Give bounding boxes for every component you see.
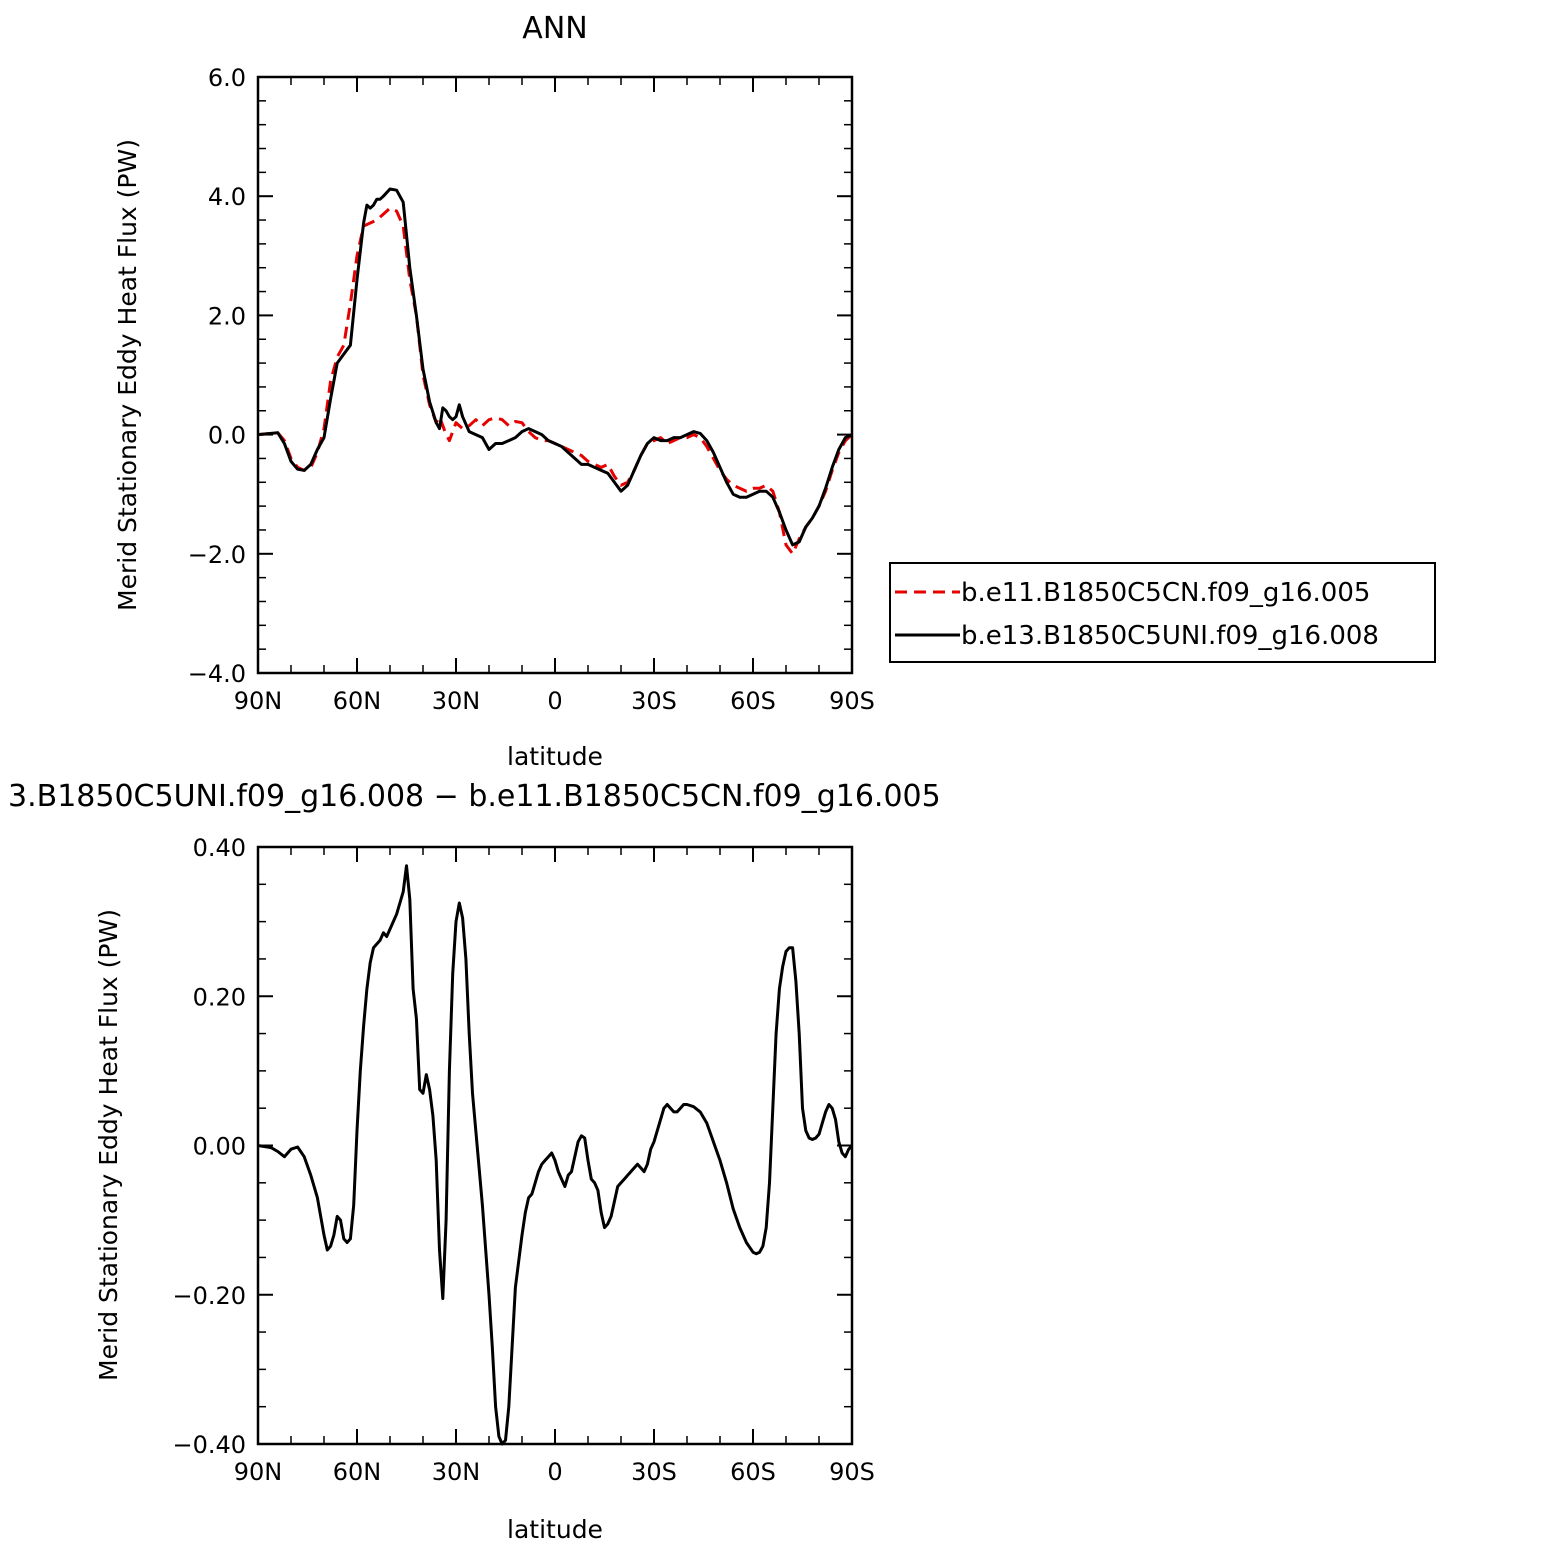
top-y-tick-label: 0.0 — [208, 422, 246, 450]
top-x-tick-label: 60S — [730, 687, 776, 715]
bottom-y-tick-label: −0.20 — [172, 1282, 246, 1310]
top-x-tick-label: 30N — [432, 687, 481, 715]
top-y-tick-label: 4.0 — [208, 183, 246, 211]
bottom-x-axis-label: latitude — [507, 1515, 603, 1544]
legend: b.e11.B1850C5CN.f09_g16.005 b.e13.B1850C… — [889, 562, 1436, 663]
bottom-x-tick-label: 90N — [234, 1458, 283, 1486]
top-chart-title: ANN — [522, 11, 587, 46]
top-x-tick-label: 60N — [333, 687, 382, 715]
bottom-x-tick-label: 60S — [730, 1458, 776, 1486]
bottom-panel: 3.B1850C5UNI.f09_g16.008 − b.e11.B1850C5… — [8, 779, 941, 1544]
bottom-x-tick-label: 90S — [829, 1458, 875, 1486]
bottom-x-tick-label: 30N — [432, 1458, 481, 1486]
top-x-tick-label: 90N — [234, 687, 283, 715]
top-y-axis-label: Merid Stationary Eddy Heat Flux (PW) — [113, 139, 142, 611]
bottom-x-tick-label: 0 — [547, 1458, 562, 1486]
bottom-series-line-1 — [257, 864, 854, 1446]
top-panel: ANN Merid Stationary Eddy Heat Flux (PW)… — [113, 11, 1436, 771]
top-series-line-1 — [257, 206, 854, 556]
top-y-tick-label: −2.0 — [188, 541, 246, 569]
bottom-ticks: 90N 60N 30N 0 30S 60S 90S −0.40 −0.20 0.00 0.20 0.4… — [172, 834, 874, 1486]
legend-entry-1: b.e11.B1850C5CN.f09_g16.005 — [961, 578, 1370, 608]
top-ticks: 90N 60N 30N 0 30S 60S 90S −4.0 −2.0 0.0 2.0 4.0 6.0 — [188, 64, 875, 715]
top-y-tick-label: 6.0 — [208, 64, 246, 92]
bottom-y-tick-label: 0.20 — [193, 983, 246, 1011]
bottom-y-tick-label: 0.40 — [193, 834, 246, 862]
bottom-y-tick-label: 0.00 — [193, 1133, 246, 1161]
top-series-lines — [257, 187, 854, 556]
top-x-tick-label: 0 — [547, 687, 562, 715]
legend-entry-2: b.e13.B1850C5UNI.f09_g16.008 — [961, 621, 1379, 651]
top-x-axis-label: latitude — [507, 742, 603, 771]
top-x-tick-label: 90S — [829, 687, 875, 715]
bottom-series-lines — [257, 864, 854, 1446]
bottom-x-tick-label: 60N — [333, 1458, 382, 1486]
bottom-y-axis-label: Merid Stationary Eddy Heat Flux (PW) — [94, 909, 123, 1381]
bottom-y-tick-label: −0.40 — [172, 1431, 246, 1459]
top-series-line-2 — [257, 187, 853, 547]
bottom-plot-frame — [256, 845, 854, 1446]
legend-box — [889, 562, 1436, 663]
top-x-tick-label: 30S — [631, 687, 677, 715]
top-y-tick-label: −4.0 — [188, 660, 246, 688]
top-y-tick-label: 2.0 — [208, 302, 246, 330]
bottom-chart-title: 3.B1850C5UNI.f09_g16.008 − b.e11.B1850C5… — [8, 779, 941, 814]
bottom-x-tick-label: 30S — [631, 1458, 677, 1486]
top-plot-frame — [256, 75, 854, 675]
